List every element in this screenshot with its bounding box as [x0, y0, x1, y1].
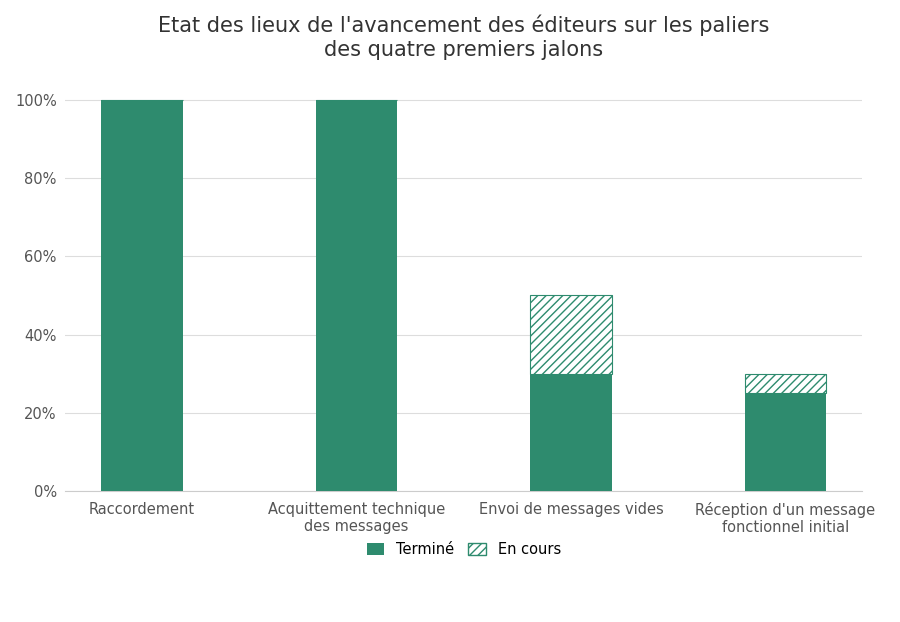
Bar	[744, 374, 826, 393]
Legend: Terminé, En cours: Terminé, En cours	[366, 542, 561, 557]
Bar	[744, 393, 826, 491]
Bar	[316, 100, 397, 491]
Bar	[102, 100, 183, 491]
Bar	[530, 295, 612, 374]
Title: Etat des lieux de l'avancement des éditeurs sur les paliers
des quatre premiers : Etat des lieux de l'avancement des édite…	[158, 15, 770, 60]
Bar	[530, 374, 612, 491]
